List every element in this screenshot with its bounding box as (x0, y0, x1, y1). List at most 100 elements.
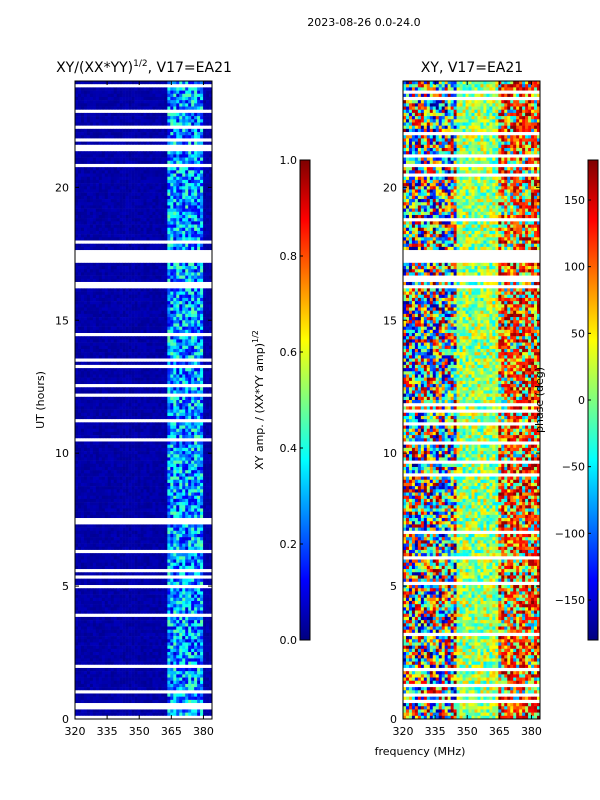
heatmap-cell (92, 352, 97, 356)
heatmap-cell (194, 199, 198, 203)
heatmap-cell (122, 323, 126, 327)
heatmap-cell (116, 160, 120, 165)
heatmap-cell (80, 214, 85, 219)
heatmap-cell (197, 109, 201, 114)
heatmap-cell (146, 320, 150, 324)
heatmap-cell (164, 227, 168, 232)
heatmap-cell (149, 390, 153, 394)
heatmap-cell (206, 348, 210, 353)
heatmap-cell (122, 371, 126, 375)
heatmap-cell (179, 189, 183, 193)
heatmap-cell (191, 119, 195, 123)
heatmap-cell (146, 281, 150, 286)
heatmap-cell (140, 425, 144, 430)
heatmap-cell (125, 278, 129, 283)
heatmap-cell (173, 240, 177, 244)
heatmap-cell (185, 288, 189, 292)
heatmap-cell (122, 358, 126, 363)
heatmap-cell (110, 380, 115, 385)
heatmap-cell (137, 160, 141, 165)
heatmap-cell (134, 240, 138, 244)
heatmap-cell (176, 240, 180, 244)
heatmap-cell (134, 358, 138, 363)
heatmap-cell (107, 313, 112, 318)
heatmap-cell (185, 173, 189, 177)
heatmap-cell (101, 393, 106, 398)
heatmap-cell (92, 313, 97, 318)
heatmap-cell (179, 250, 183, 254)
heatmap-cell (203, 211, 207, 216)
heatmap-cell (179, 355, 183, 359)
heatmap-cell (158, 211, 162, 216)
heatmap-cell (176, 384, 180, 388)
heatmap-cell (122, 84, 126, 88)
heatmap-cell (155, 125, 159, 130)
heatmap-cell (173, 406, 177, 410)
heatmap-cell (92, 301, 97, 305)
heatmap-cell (161, 364, 165, 369)
heatmap-cell (95, 103, 100, 107)
heatmap-cell (203, 173, 207, 177)
heatmap-cell (164, 179, 168, 184)
heatmap-cell (179, 167, 183, 171)
heatmap-cell (203, 109, 207, 114)
heatmap-cell (122, 112, 126, 117)
heatmap-cell (206, 278, 210, 283)
heatmap-cell (128, 151, 132, 155)
heatmap-cell (203, 151, 207, 155)
heatmap-cell (134, 403, 138, 407)
heatmap-cell (179, 84, 183, 88)
heatmap-cell (143, 348, 147, 353)
heatmap-cell (89, 320, 94, 324)
heatmap-cell (113, 256, 117, 260)
heatmap-cell (173, 409, 177, 414)
heatmap-cell (155, 240, 159, 244)
heatmap-cell (101, 415, 106, 420)
heatmap-cell (113, 144, 117, 149)
heatmap-cell (167, 396, 171, 401)
heatmap-cell (164, 87, 168, 91)
heatmap-cell (188, 352, 192, 356)
heatmap-cell (86, 81, 91, 85)
heatmap-cell (116, 243, 120, 248)
heatmap-cell (185, 390, 189, 394)
heatmap-cell (140, 304, 144, 308)
heatmap-cell (137, 163, 141, 168)
heatmap-cell (89, 288, 94, 292)
heatmap-cell (158, 387, 162, 391)
heatmap-cell (203, 243, 207, 248)
heatmap-cell (119, 275, 123, 280)
heatmap-cell (134, 135, 138, 139)
heatmap-cell (170, 333, 174, 337)
heatmap-cell (161, 384, 165, 388)
heatmap-cell (149, 240, 153, 244)
heatmap-cell (140, 211, 144, 216)
heatmap-cell (110, 291, 115, 296)
heatmap-cell (146, 160, 150, 165)
heatmap-cell (176, 250, 180, 254)
heatmap-cell (152, 173, 156, 177)
heatmap-cell (164, 333, 168, 337)
heatmap-cell (203, 371, 207, 375)
heatmap-cell (134, 87, 138, 91)
heatmap-cell (194, 422, 198, 426)
heatmap-cell (110, 119, 115, 123)
heatmap-cell (113, 259, 117, 264)
heatmap-cell (104, 141, 109, 146)
heatmap-cell (173, 396, 177, 401)
heatmap-cell (170, 313, 174, 318)
heatmap-cell (86, 192, 91, 197)
heatmap-cell (128, 135, 132, 139)
heatmap-cell (128, 281, 132, 286)
heatmap-cell (125, 403, 129, 407)
heatmap-cell (140, 320, 144, 324)
heatmap-cell (155, 281, 159, 286)
heatmap-cell (164, 224, 168, 229)
heatmap-cell (131, 333, 135, 337)
heatmap-cell (173, 412, 177, 417)
heatmap-cell (203, 406, 207, 410)
heatmap-cell (122, 374, 126, 378)
heatmap-cell (176, 189, 180, 193)
heatmap-cell (170, 234, 174, 238)
heatmap-cell (98, 403, 103, 407)
